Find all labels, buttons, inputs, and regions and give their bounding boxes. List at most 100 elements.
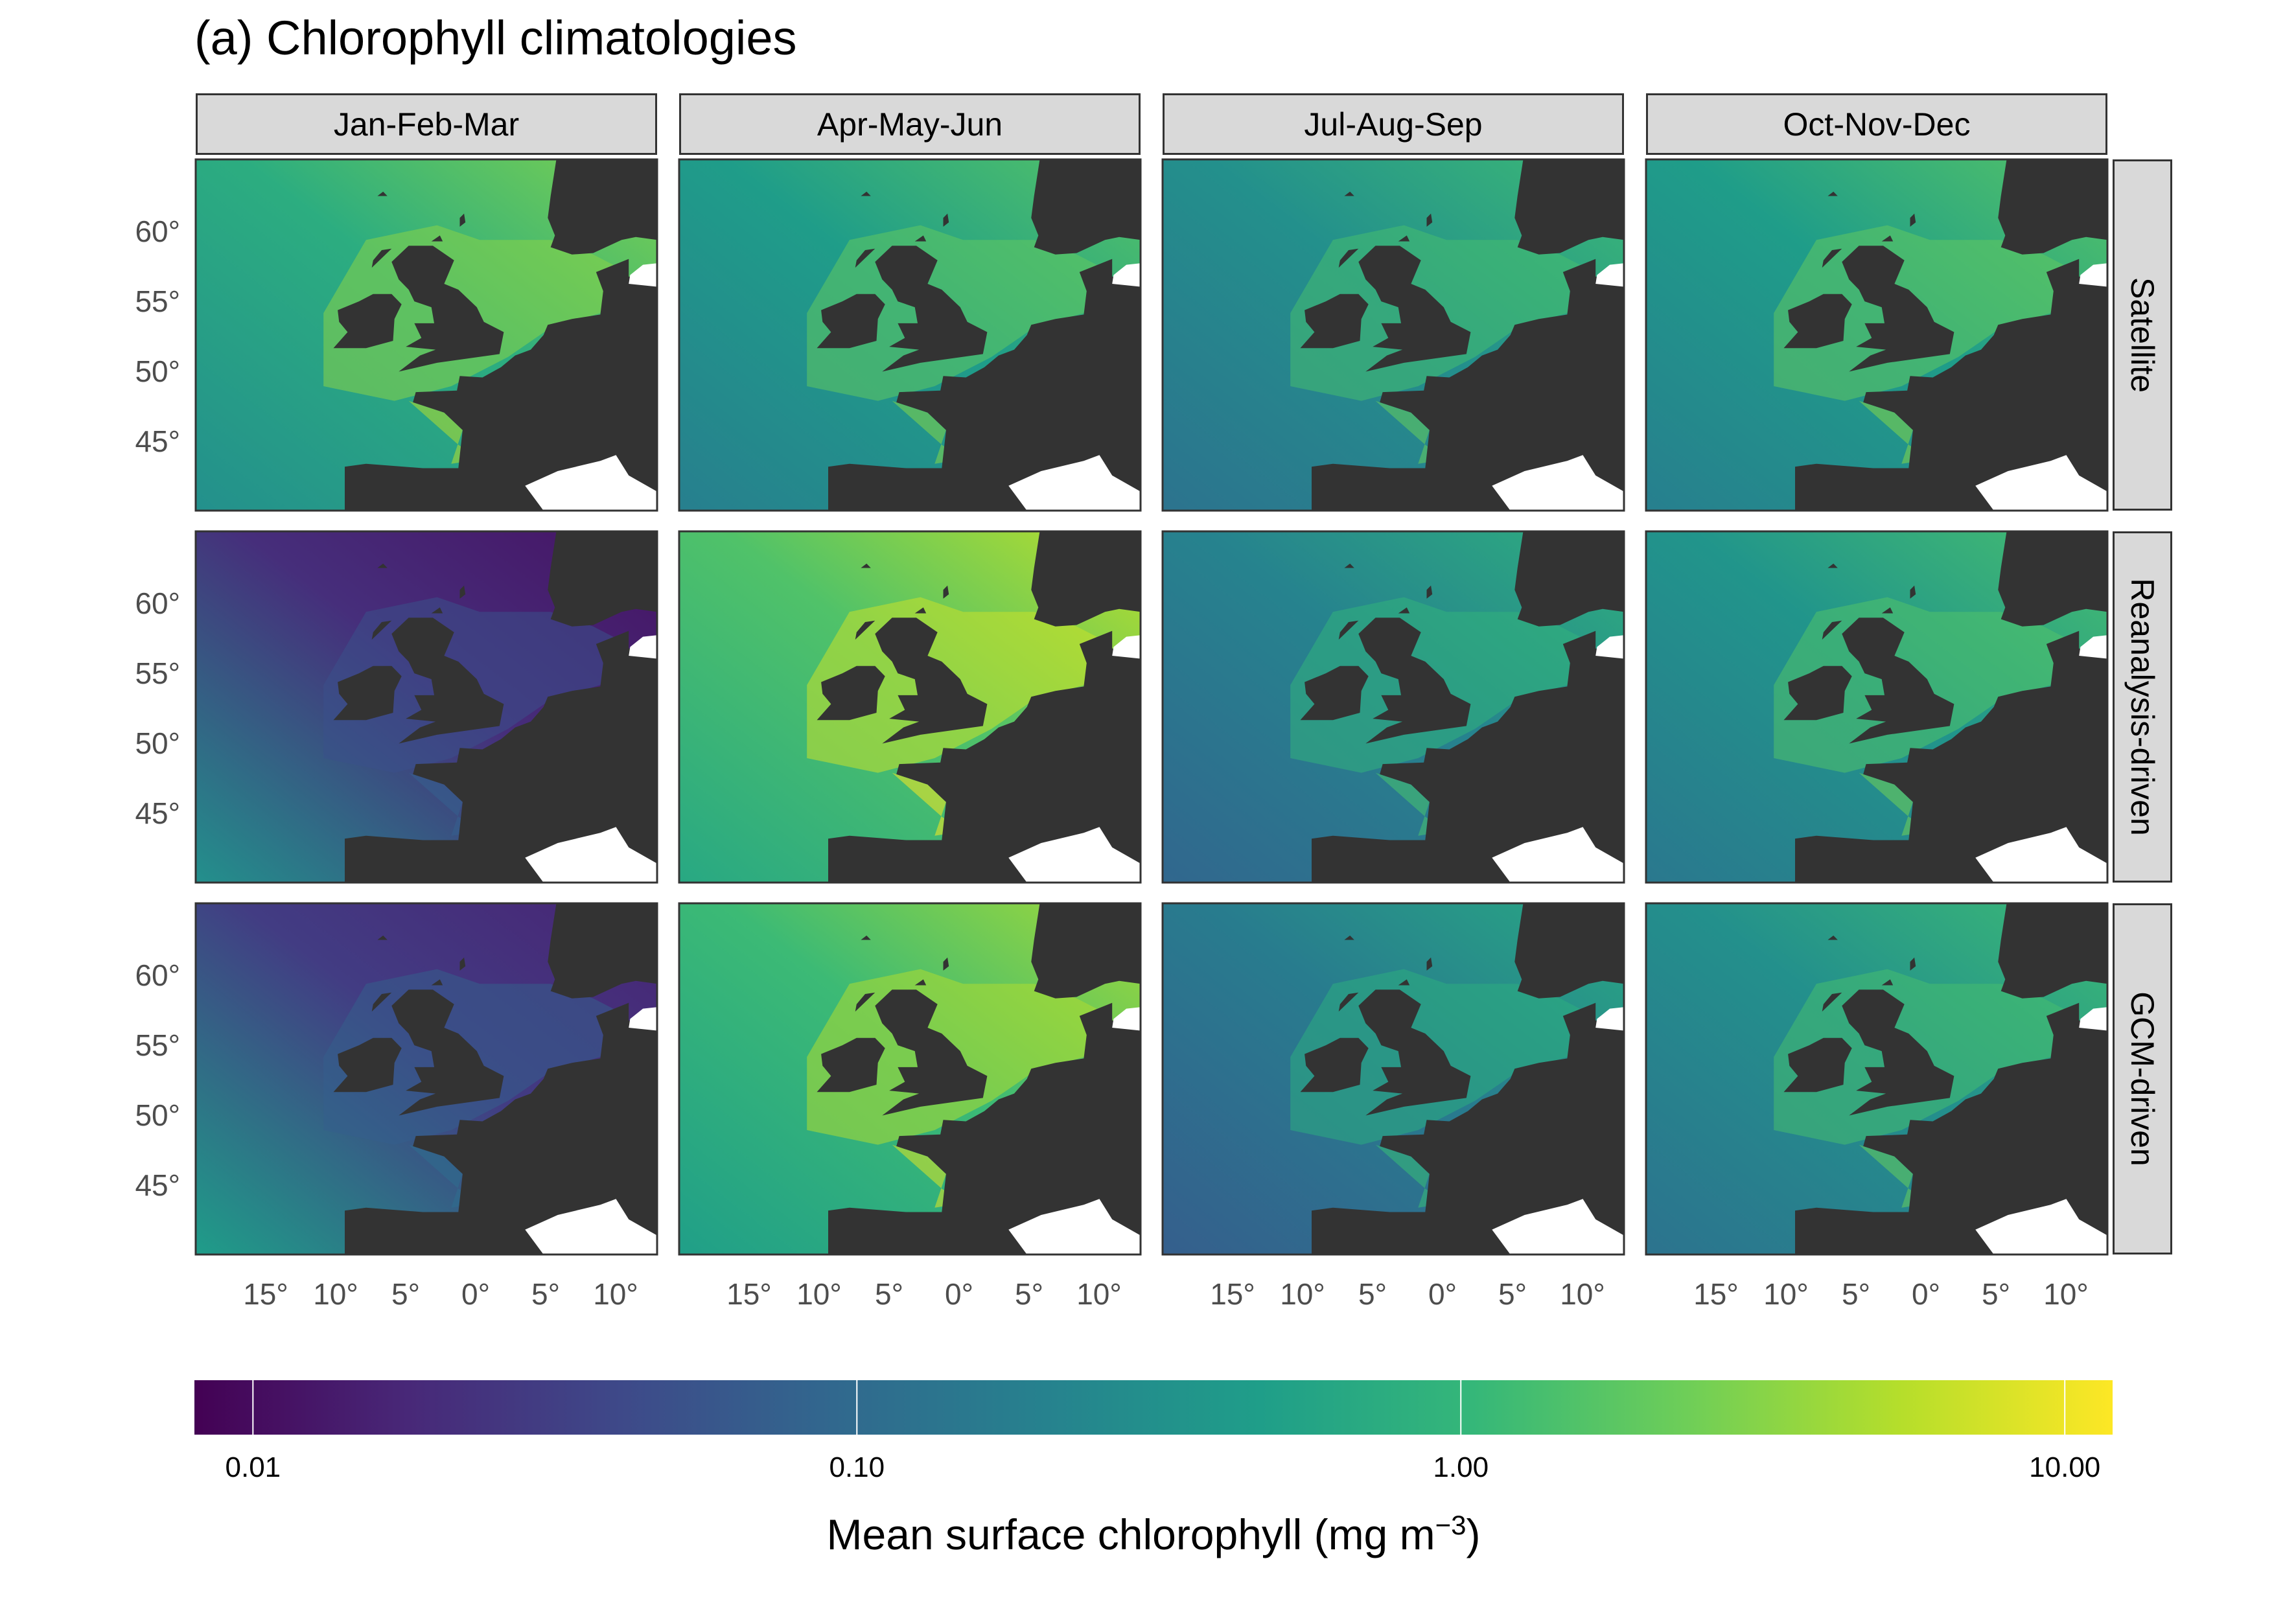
y-tick-label: 55° xyxy=(135,284,180,318)
land-mass xyxy=(1910,957,1916,971)
land-mass xyxy=(1312,259,1624,511)
land-mass xyxy=(855,620,875,640)
land-mass xyxy=(1344,563,1354,568)
no-data-area xyxy=(525,1199,657,1254)
no-data-area xyxy=(1975,455,2107,511)
land-mass xyxy=(875,618,988,744)
no-data-area xyxy=(1112,1007,1141,1031)
land-mass xyxy=(1881,607,1894,614)
land-mass xyxy=(431,607,443,614)
land-mass xyxy=(1998,531,2107,627)
map-panel-gcm-driven-jul-aug-sep xyxy=(1161,902,1625,1256)
land-mass xyxy=(431,235,443,242)
colorbar-tick-label: 1.00 xyxy=(1433,1451,1489,1483)
colorbar xyxy=(194,1380,2113,1435)
land-mass xyxy=(1426,585,1433,599)
no-data-area xyxy=(629,263,657,287)
land-mass xyxy=(1312,1002,1624,1254)
land-mass xyxy=(1398,979,1410,986)
land-mass xyxy=(1300,665,1369,721)
map-panel-gcm-driven-jan-feb-mar xyxy=(194,902,658,1256)
x-tick-label: 15° xyxy=(243,1277,288,1311)
no-data-area xyxy=(525,455,657,511)
x-tick-label: 0° xyxy=(1912,1277,1940,1311)
land-mass xyxy=(1783,1037,1852,1093)
land-mass xyxy=(914,979,927,986)
y-tick-label: 50° xyxy=(135,726,180,760)
land-mass xyxy=(943,213,949,227)
land-mass xyxy=(1031,159,1141,255)
colorbar-title-superscript: −3 xyxy=(1435,1510,1467,1540)
x-tick-label: 5° xyxy=(1015,1277,1043,1311)
no-data-area xyxy=(1975,827,2107,883)
land-mass xyxy=(345,259,657,511)
map-panel-reanalysis-driven-jul-aug-sep xyxy=(1161,530,1625,884)
no-data-area xyxy=(1595,1007,1624,1031)
land-mass xyxy=(943,957,949,971)
figure-title: (a) Chlorophyll climatologies xyxy=(194,11,797,65)
land-mass xyxy=(1998,903,2107,999)
land-mass xyxy=(1827,191,1838,196)
x-tick-label: 15° xyxy=(1693,1277,1739,1311)
land-mass xyxy=(1312,630,1624,883)
x-tick-label: 10° xyxy=(1560,1277,1605,1311)
land-mass xyxy=(333,665,402,721)
map-panel-satellite-oct-nov-dec xyxy=(1645,158,2109,512)
panel-border xyxy=(678,530,1142,884)
land-mass xyxy=(1514,531,1624,627)
map-panel-reanalysis-driven-jan-feb-mar xyxy=(194,530,658,884)
land-mass xyxy=(345,1002,657,1254)
land-mass xyxy=(1795,630,2107,883)
land-mass xyxy=(1881,979,1894,986)
x-tick-label: 15° xyxy=(726,1277,772,1311)
y-tick-label: 50° xyxy=(135,354,180,388)
y-tick-label: 50° xyxy=(135,1098,180,1132)
x-tick-label: 0° xyxy=(945,1277,973,1311)
colorbar-title-text: Mean surface chlorophyll (mg m xyxy=(826,1510,1435,1558)
no-data-area xyxy=(1492,1199,1624,1254)
y-tick-label: 55° xyxy=(135,656,180,690)
land-mass xyxy=(943,585,949,599)
y-tick-label: 45° xyxy=(135,1168,180,1202)
map-panel-satellite-jan-feb-mar xyxy=(194,158,658,512)
land-mass xyxy=(548,159,657,255)
map-panel-reanalysis-driven-apr-may-jun xyxy=(678,530,1142,884)
colorbar-tick-label: 10.00 xyxy=(2029,1451,2101,1483)
land-mass xyxy=(377,935,388,940)
x-tick-label: 10° xyxy=(1280,1277,1325,1311)
panel-border xyxy=(1161,158,1625,512)
land-mass xyxy=(377,563,388,568)
land-mass xyxy=(861,191,871,196)
land-mass xyxy=(1783,665,1852,721)
y-tick-label: 45° xyxy=(135,424,180,458)
x-tick-label: 5° xyxy=(1982,1277,2010,1311)
land-mass xyxy=(1881,235,1894,242)
land-mass xyxy=(1827,563,1838,568)
x-tick-label: 5° xyxy=(391,1277,420,1311)
land-mass xyxy=(1358,246,1471,372)
land-mass xyxy=(459,585,466,599)
no-data-area xyxy=(629,1007,657,1031)
no-data-area xyxy=(1595,263,1624,287)
land-mass xyxy=(828,1002,1141,1254)
land-mass xyxy=(377,191,388,196)
land-mass xyxy=(1842,246,1954,372)
y-tick-label: 60° xyxy=(135,586,180,620)
no-data-area xyxy=(1492,827,1624,883)
land-mass xyxy=(817,1037,885,1093)
panel-border xyxy=(194,158,658,512)
land-mass xyxy=(391,246,504,372)
land-mass xyxy=(391,618,504,744)
land-mass xyxy=(1998,159,2107,255)
no-data-area xyxy=(2079,1007,2107,1031)
colorbar-gradient xyxy=(194,1380,2113,1435)
land-mass xyxy=(1031,903,1141,999)
colorbar-title: Mean surface chlorophyll (mg m−3) xyxy=(827,1510,1481,1559)
panel-border xyxy=(1645,902,2109,1256)
panel-border xyxy=(1645,530,2109,884)
land-mass xyxy=(1795,1002,2107,1254)
panel-border xyxy=(1161,902,1625,1256)
x-tick-label: 10° xyxy=(313,1277,358,1311)
land-mass xyxy=(855,992,875,1012)
